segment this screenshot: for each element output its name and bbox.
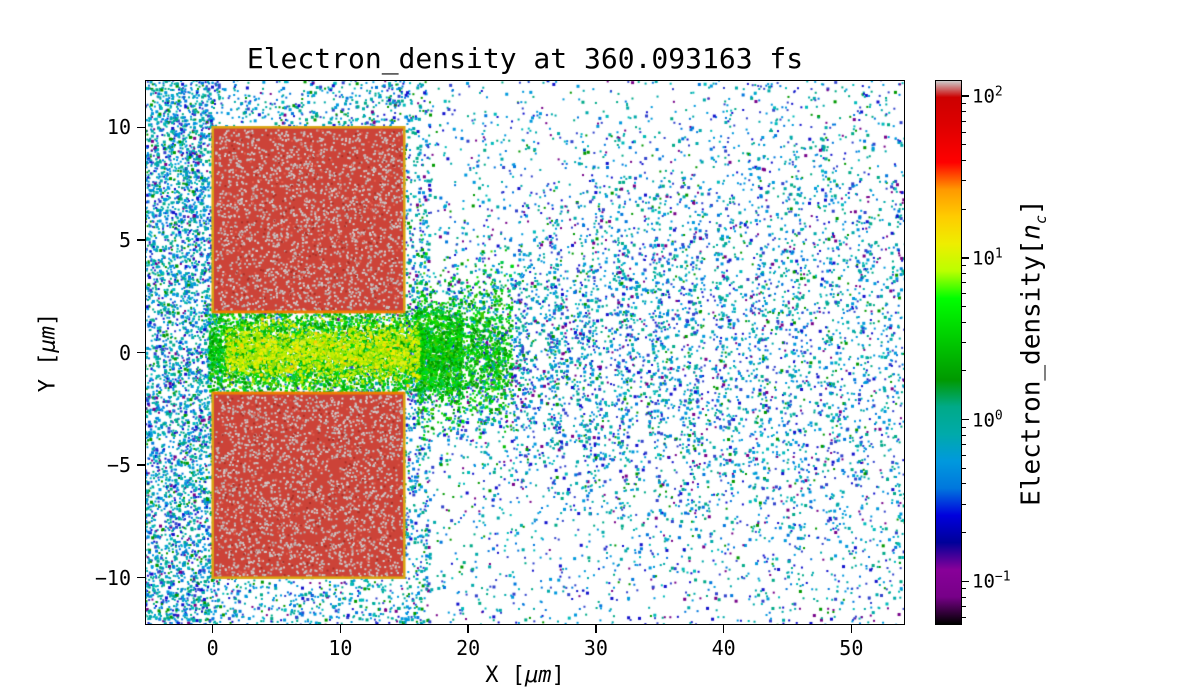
x-axis-unit: μm	[525, 663, 552, 688]
x-tick-mark	[339, 625, 342, 633]
colorbar-minor-tick-mark	[962, 532, 966, 534]
y-tick-mark	[137, 126, 145, 129]
x-tick-mark	[467, 625, 469, 633]
x-tick-label: 50	[839, 636, 864, 660]
y-axis-unit: μm	[35, 326, 61, 353]
colorbar-minor-tick-mark	[962, 444, 966, 446]
colorbar-minor-tick-mark	[962, 111, 966, 113]
colorbar-label-prefix: Electron_density[	[1016, 239, 1047, 506]
colorbar-minor-tick-mark	[962, 273, 966, 275]
colorbar-minor-tick-mark	[962, 341, 966, 343]
colorbar-minor-tick-mark	[962, 321, 966, 323]
colorbar-label-symbol: n	[1016, 223, 1047, 240]
colorbar-minor-tick-mark	[962, 370, 966, 372]
colorbar-minor-tick-mark	[962, 483, 966, 485]
colorbar-minor-tick-mark	[962, 264, 966, 266]
colorbar-minor-tick-mark	[962, 588, 966, 590]
x-axis-label-suffix: ]	[551, 663, 565, 688]
colorbar-minor-tick-mark	[962, 293, 966, 295]
colorbar-minor-tick-mark	[962, 306, 966, 308]
x-axis-label-prefix: X [	[485, 663, 525, 688]
colorbar-minor-tick-mark	[962, 282, 966, 284]
colorbar-tick-mark	[962, 580, 969, 583]
colorbar-minor-tick-mark	[962, 616, 966, 618]
colorbar-minor-tick-mark	[962, 467, 966, 469]
x-tick-mark	[211, 625, 214, 633]
colorbar-minor-tick-mark	[962, 605, 966, 607]
x-tick-label: 40	[711, 636, 736, 660]
y-tick-label: −10	[94, 565, 131, 590]
colorbar-minor-tick-mark	[962, 180, 966, 182]
colorbar-minor-tick-mark	[962, 120, 966, 122]
y-tick-label: 10	[106, 115, 131, 140]
x-tick-label: 10	[328, 636, 353, 660]
x-tick-label: 30	[583, 636, 608, 660]
y-axis-label-prefix: Y [	[35, 352, 61, 393]
x-tick-mark	[850, 625, 853, 633]
y-tick-label: 0	[118, 340, 131, 365]
colorbar-tick-mark	[962, 95, 969, 97]
colorbar-tick-label: 101	[972, 246, 1003, 270]
colorbar-minor-tick-mark	[962, 131, 966, 133]
density-plot-canvas	[145, 80, 905, 625]
colorbar-minor-tick-mark	[962, 160, 966, 162]
y-tick-label: −5	[106, 453, 131, 478]
colorbar-minor-tick-mark	[962, 434, 966, 436]
y-axis-label-suffix: ]	[35, 312, 61, 326]
y-axis-label: Y [μm]	[28, 80, 68, 625]
x-tick-mark	[722, 625, 725, 633]
colorbar-tick-label: 100	[972, 407, 1003, 432]
x-tick-label: 0	[206, 636, 219, 660]
colorbar-minor-tick-mark	[962, 144, 966, 146]
y-tick-mark	[137, 576, 145, 579]
colorbar-tick-mark	[962, 418, 969, 421]
colorbar-tick-label: 10−1	[972, 569, 1011, 593]
colorbar-gradient	[936, 81, 961, 624]
colorbar-label-subscript: c	[1031, 214, 1050, 224]
colorbar-label: Electron_density[nc]	[1010, 80, 1056, 625]
x-tick-mark	[595, 625, 597, 633]
x-axis-label: X [μm]	[145, 663, 905, 688]
x-tick-label: 20	[456, 636, 481, 660]
y-tick-mark	[137, 239, 145, 241]
colorbar-minor-tick-mark	[962, 596, 966, 598]
colorbar-label-suffix: ]	[1016, 199, 1047, 215]
colorbar-tick-mark	[962, 257, 969, 259]
colorbar-minor-tick-mark	[962, 426, 966, 428]
y-tick-mark	[137, 351, 145, 354]
colorbar	[935, 80, 962, 625]
chart-title: Electron_density at 360.093163 fs	[246, 42, 804, 75]
colorbar-minor-tick-mark	[962, 503, 966, 505]
colorbar-minor-tick-mark	[962, 454, 966, 456]
colorbar-minor-tick-mark	[962, 208, 966, 210]
colorbar-minor-tick-mark	[962, 103, 966, 105]
colorbar-tick-label: 102	[972, 84, 1003, 108]
y-tick-mark	[137, 464, 145, 466]
y-tick-label: 5	[118, 227, 131, 252]
